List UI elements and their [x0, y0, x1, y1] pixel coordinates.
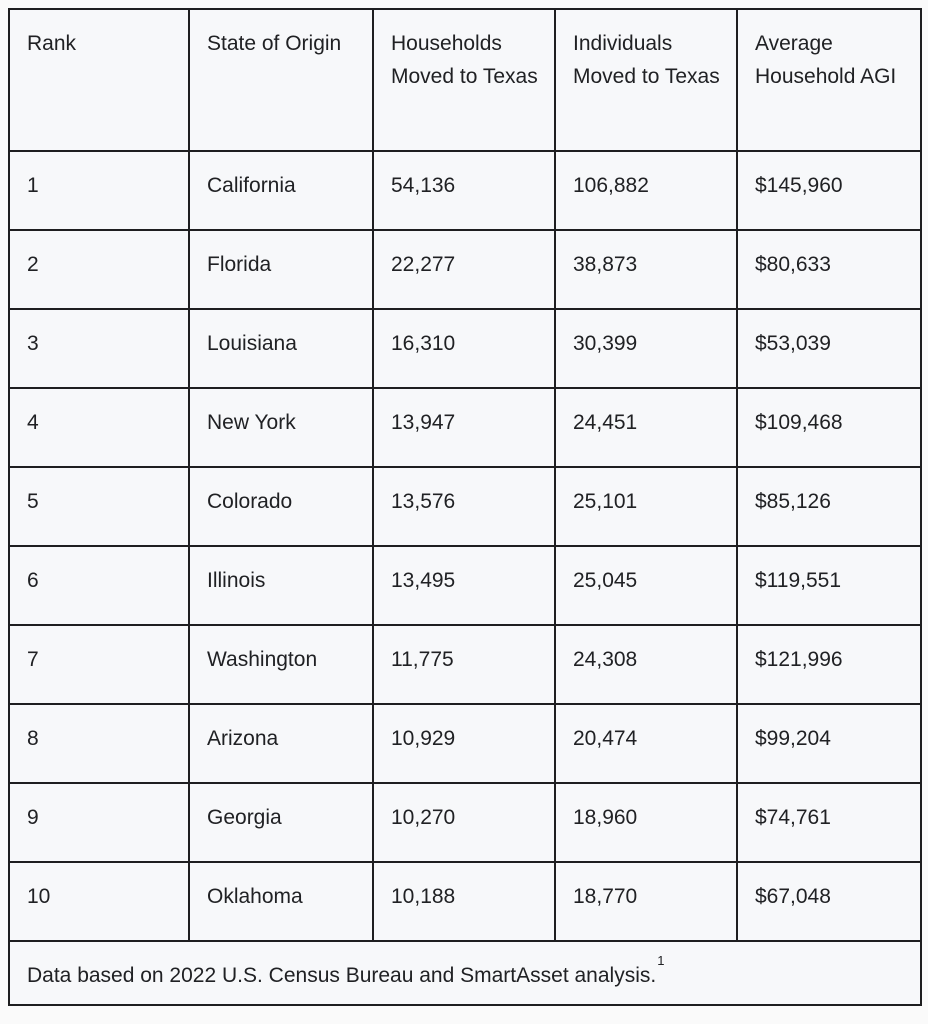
cell-agi: $85,126 — [736, 466, 922, 547]
table-row: 5 Colorado 13,576 25,101 $85,126 — [8, 466, 922, 547]
cell-agi: $67,048 — [736, 861, 922, 942]
cell-state: Oklahoma — [188, 861, 374, 942]
table-header: Rank State of Origin Households Moved to… — [8, 8, 922, 152]
cell-individuals: 20,474 — [554, 703, 738, 784]
cell-households: 11,775 — [372, 624, 556, 705]
cell-agi: $80,633 — [736, 229, 922, 310]
cell-state: Arizona — [188, 703, 374, 784]
column-header-rank: Rank — [8, 8, 190, 152]
cell-households: 16,310 — [372, 308, 556, 389]
movers-table: Rank State of Origin Households Moved to… — [8, 8, 922, 1006]
table-row: 9 Georgia 10,270 18,960 $74,761 — [8, 782, 922, 863]
table-row: 6 Illinois 13,495 25,045 $119,551 — [8, 545, 922, 626]
cell-rank: 8 — [8, 703, 190, 784]
table-row: 10 Oklahoma 10,188 18,770 $67,048 — [8, 861, 922, 942]
cell-state: Georgia — [188, 782, 374, 863]
cell-rank: 1 — [8, 150, 190, 231]
cell-households: 13,947 — [372, 387, 556, 468]
cell-households: 54,136 — [372, 150, 556, 231]
cell-agi: $74,761 — [736, 782, 922, 863]
cell-rank: 9 — [8, 782, 190, 863]
cell-individuals: 24,308 — [554, 624, 738, 705]
cell-households: 22,277 — [372, 229, 556, 310]
column-header-households: Households Moved to Texas — [372, 8, 556, 152]
cell-individuals: 30,399 — [554, 308, 738, 389]
table-row: 4 New York 13,947 24,451 $109,468 — [8, 387, 922, 468]
cell-households: 10,929 — [372, 703, 556, 784]
cell-agi: $109,468 — [736, 387, 922, 468]
table-row: 1 California 54,136 106,882 $145,960 — [8, 150, 922, 231]
cell-rank: 5 — [8, 466, 190, 547]
cell-state: Illinois — [188, 545, 374, 626]
cell-rank: 7 — [8, 624, 190, 705]
cell-state: New York — [188, 387, 374, 468]
cell-rank: 3 — [8, 308, 190, 389]
cell-agi: $145,960 — [736, 150, 922, 231]
footnote-text: Data based on 2022 U.S. Census Bureau an… — [27, 964, 657, 987]
cell-rank: 6 — [8, 545, 190, 626]
header-row: Rank State of Origin Households Moved to… — [8, 8, 922, 152]
cell-agi: $99,204 — [736, 703, 922, 784]
cell-rank: 4 — [8, 387, 190, 468]
cell-agi: $121,996 — [736, 624, 922, 705]
cell-state: Washington — [188, 624, 374, 705]
cell-rank: 10 — [8, 861, 190, 942]
footnote-reference: 1 — [657, 953, 665, 968]
footnote-cell: Data based on 2022 U.S. Census Bureau an… — [8, 940, 922, 1006]
column-header-individuals: Individuals Moved to Texas — [554, 8, 738, 152]
table-row: 2 Florida 22,277 38,873 $80,633 — [8, 229, 922, 310]
cell-state: California — [188, 150, 374, 231]
table-body: 1 California 54,136 106,882 $145,960 2 F… — [8, 150, 922, 942]
cell-state: Colorado — [188, 466, 374, 547]
table-row: 8 Arizona 10,929 20,474 $99,204 — [8, 703, 922, 784]
cell-individuals: 18,770 — [554, 861, 738, 942]
column-header-agi: Average Household AGI — [736, 8, 922, 152]
column-header-state: State of Origin — [188, 8, 374, 152]
cell-state: Louisiana — [188, 308, 374, 389]
cell-individuals: 25,101 — [554, 466, 738, 547]
cell-individuals: 25,045 — [554, 545, 738, 626]
footnote-row: Data based on 2022 U.S. Census Bureau an… — [8, 940, 922, 1006]
cell-individuals: 18,960 — [554, 782, 738, 863]
cell-agi: $53,039 — [736, 308, 922, 389]
table-footer: Data based on 2022 U.S. Census Bureau an… — [8, 940, 922, 1006]
cell-individuals: 38,873 — [554, 229, 738, 310]
cell-households: 13,495 — [372, 545, 556, 626]
table-row: 7 Washington 11,775 24,308 $121,996 — [8, 624, 922, 705]
table-row: 3 Louisiana 16,310 30,399 $53,039 — [8, 308, 922, 389]
cell-households: 10,188 — [372, 861, 556, 942]
cell-individuals: 24,451 — [554, 387, 738, 468]
cell-rank: 2 — [8, 229, 190, 310]
cell-agi: $119,551 — [736, 545, 922, 626]
cell-households: 10,270 — [372, 782, 556, 863]
cell-households: 13,576 — [372, 466, 556, 547]
cell-state: Florida — [188, 229, 374, 310]
cell-individuals: 106,882 — [554, 150, 738, 231]
